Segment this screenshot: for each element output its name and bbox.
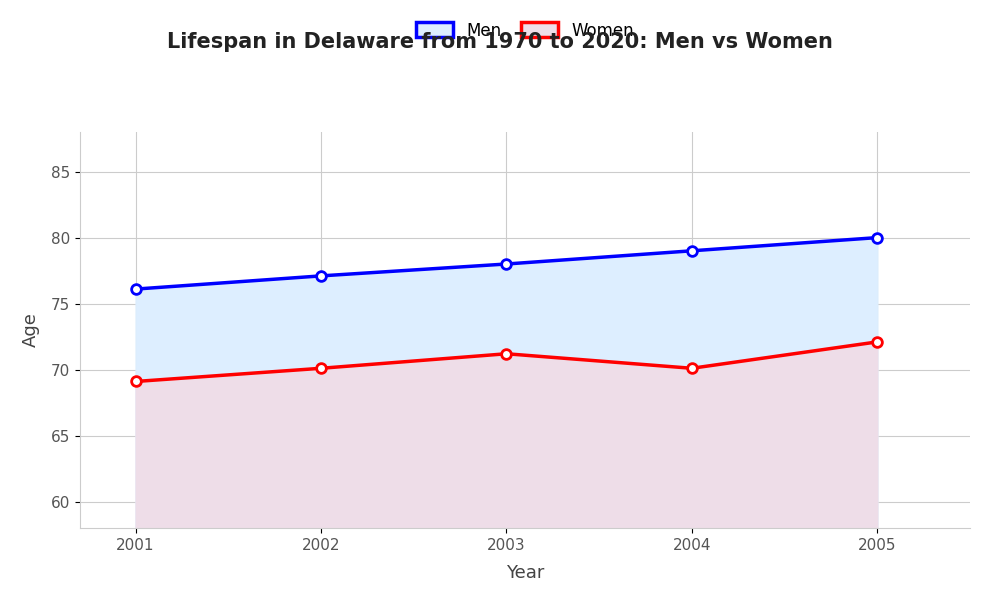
X-axis label: Year: Year: [506, 564, 544, 582]
Text: Lifespan in Delaware from 1970 to 2020: Men vs Women: Lifespan in Delaware from 1970 to 2020: …: [167, 32, 833, 52]
Legend: Men, Women: Men, Women: [416, 22, 634, 40]
Y-axis label: Age: Age: [22, 313, 40, 347]
